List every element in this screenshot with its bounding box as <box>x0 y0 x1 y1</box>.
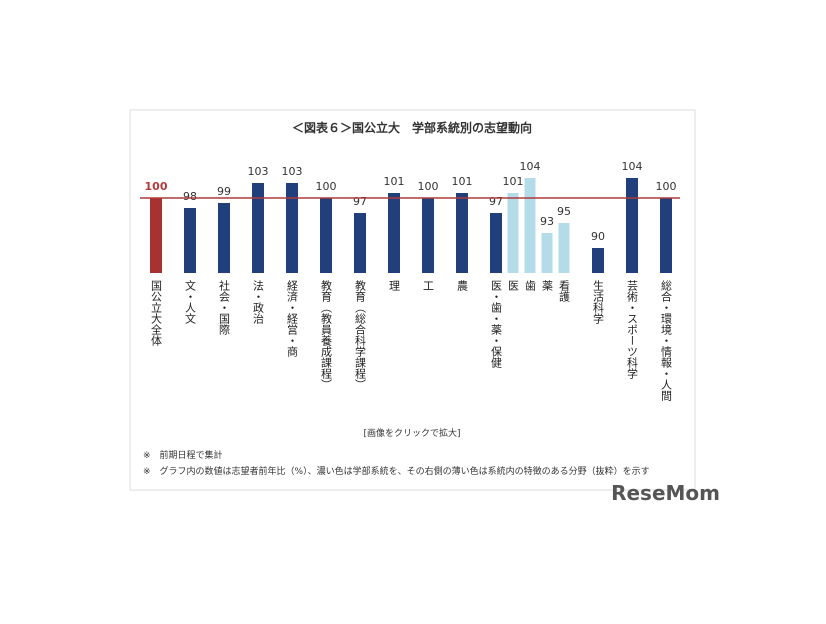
x-tick-label: 医・歯・薬・保健 <box>490 280 503 368</box>
bar <box>422 198 434 273</box>
x-tick-label: 理 <box>388 280 401 291</box>
bar <box>218 203 230 273</box>
value-label: 90 <box>591 230 605 243</box>
note: ※ グラフ内の数値は志望者前年比（%）、濃い色は学部系統を、その右側の薄い色は系… <box>143 465 650 477</box>
bar <box>286 183 298 273</box>
bar <box>150 198 162 273</box>
value-label: 98 <box>183 190 197 203</box>
logo: ReseMom <box>611 481 720 505</box>
x-tick-label: 医 <box>507 280 520 291</box>
bar <box>524 178 536 273</box>
value-label: 93 <box>540 215 554 228</box>
x-tick-label: 農 <box>456 279 469 292</box>
bar <box>354 213 366 273</box>
bar <box>252 183 264 273</box>
bar <box>456 193 468 273</box>
value-label: 103 <box>282 165 303 178</box>
value-label: 103 <box>248 165 269 178</box>
value-label: 99 <box>217 185 231 198</box>
bar <box>626 178 638 273</box>
note: ※ 前期日程で集計 <box>143 449 223 461</box>
value-label: 100 <box>418 180 439 193</box>
bar <box>660 198 672 273</box>
x-tick-label: 歯 <box>524 280 537 292</box>
value-label: 104 <box>622 160 643 173</box>
x-tick-label: 経済・経営・商 <box>286 280 299 358</box>
value-label: 100 <box>656 180 677 193</box>
chart-title: ＜図表６＞国公立大 学部系統別の志望動向 <box>292 120 532 135</box>
x-tick-label: 文・人文 <box>184 279 197 324</box>
value-label: 95 <box>557 205 571 218</box>
caption[interactable]: [画像をクリックで拡大] <box>363 427 460 439</box>
x-tick-label: 生活科学 <box>592 279 605 324</box>
value-label: 97 <box>489 195 503 208</box>
x-tick-label: 社会・国際 <box>218 279 231 335</box>
value-label: 104 <box>520 160 541 173</box>
x-tick-label: 芸術・スポーツ科学 <box>626 280 639 379</box>
value-label: 101 <box>452 175 473 188</box>
bar <box>388 193 400 273</box>
value-label: 97 <box>353 195 367 208</box>
x-tick-label: 薬 <box>541 280 554 291</box>
x-tick-label: 総合・環境・情報・人間 <box>660 279 673 402</box>
bar <box>320 198 332 273</box>
x-tick-label: 法・政治 <box>252 279 265 325</box>
value-label: 101 <box>503 175 524 188</box>
bar <box>541 233 553 273</box>
chart-frame <box>129 109 696 491</box>
value-label: 100 <box>316 180 337 193</box>
bar <box>558 223 570 273</box>
value-label: 101 <box>384 175 405 188</box>
x-tick-label: 看護 <box>558 279 571 303</box>
bar <box>507 193 519 273</box>
x-tick-label: 工 <box>422 280 435 291</box>
bar <box>592 248 604 273</box>
bar <box>184 208 196 273</box>
x-tick-label: 教育（教員養成課程） <box>320 280 333 390</box>
x-tick-label: 国公立大全体 <box>150 280 163 346</box>
bar <box>490 213 502 273</box>
value-label: 100 <box>145 180 168 193</box>
x-tick-label: 教育（総合科学課程） <box>354 280 367 390</box>
